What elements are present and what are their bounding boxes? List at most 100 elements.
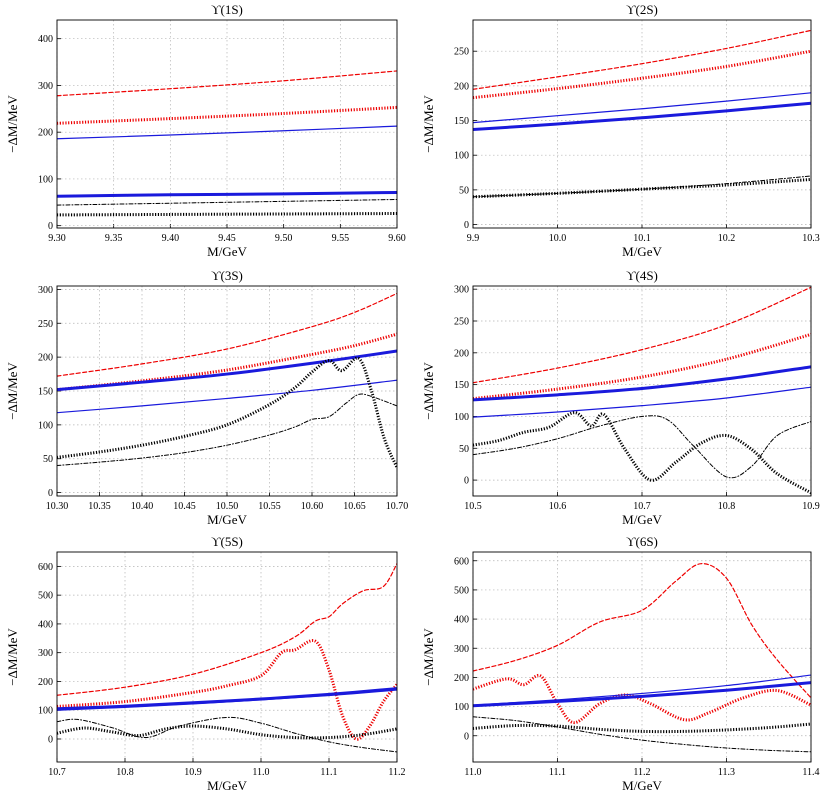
x-tick-label: 11.4 <box>802 767 819 778</box>
x-tick-label: 9.50 <box>275 233 293 244</box>
x-tick-label: 9.30 <box>48 233 66 244</box>
y-axis-label: −ΔM/MeV <box>421 95 436 153</box>
series-blue-thick <box>473 365 811 402</box>
chart-title: ϒ(4S) <box>626 268 658 283</box>
y-tick-label: 400 <box>38 34 53 45</box>
x-tick-label: 11.1 <box>320 767 337 778</box>
y-tick-label: 300 <box>454 285 469 296</box>
y-tick-label: 200 <box>38 128 53 139</box>
y-tick-label: 50 <box>459 444 469 455</box>
chart-title: ϒ(6S) <box>626 534 658 549</box>
y-tick-label: 300 <box>38 285 53 296</box>
x-tick-label: 10.65 <box>343 501 366 512</box>
x-tick-label: 9.45 <box>218 233 236 244</box>
y-tick-label: 50 <box>43 454 53 465</box>
y-tick-label: 100 <box>38 706 53 717</box>
plot-frame <box>56 551 398 763</box>
x-tick-label: 10.8 <box>718 501 736 512</box>
plot-frame <box>472 551 812 763</box>
plot-frame <box>56 285 398 497</box>
y-tick-label: 600 <box>38 562 53 573</box>
x-tick-label: 10.45 <box>173 501 196 512</box>
x-tick-label: 10.60 <box>301 501 324 512</box>
x-tick-label: 10.70 <box>386 501 409 512</box>
series-blue-thin <box>57 379 397 414</box>
series-red-dashed <box>57 292 397 377</box>
y-axis-label: −ΔM/MeV <box>5 95 20 153</box>
series-black-thick <box>473 177 811 199</box>
series-blue-thick <box>57 687 397 711</box>
x-tick-label: 11.0 <box>252 767 269 778</box>
series-black-thick <box>57 356 397 469</box>
x-tick-label: 11.1 <box>549 767 566 778</box>
x-axis-label: M/GeV <box>207 778 247 793</box>
series-red-thick <box>57 639 397 741</box>
x-tick-label: 10.9 <box>802 501 820 512</box>
series-blue-thick <box>473 101 811 132</box>
y-axis-label: −ΔM/MeV <box>421 628 436 686</box>
x-tick-label: 10.30 <box>46 501 69 512</box>
series-blue-thin <box>473 386 811 418</box>
panel-5: 10.7 10.8 10.9 11.0 11.1 11.2 0 100 200 300 400 500… <box>5 534 406 793</box>
y-tick-label: 300 <box>454 644 469 655</box>
y-tick-label: 100 <box>38 174 53 185</box>
y-tick-label: 100 <box>454 151 469 162</box>
series-red-dashed <box>473 563 811 699</box>
x-tick-label: 11.3 <box>718 767 735 778</box>
panel-4: 10.5 10.6 10.7 10.8 10.9 0 50 100 150 200 250 300 ϒ(… <box>421 268 820 527</box>
x-tick-label: 10.55 <box>258 501 281 512</box>
series-red-thick <box>473 49 811 100</box>
y-tick-label: 200 <box>38 353 53 364</box>
panel-6: 11.0 11.1 11.2 11.3 11.4 0 100 200 300 400 500 600 ϒ… <box>421 534 820 793</box>
y-tick-label: 100 <box>38 420 53 431</box>
y-tick-label: 150 <box>38 387 53 398</box>
x-tick-label: 10.5 <box>464 501 482 512</box>
y-tick-label: 0 <box>464 220 469 231</box>
y-tick-label: 0 <box>464 731 469 742</box>
y-tick-label: 400 <box>454 615 469 626</box>
x-axis-label: M/GeV <box>622 778 662 793</box>
series-red-thick <box>473 673 811 725</box>
series-group <box>473 563 811 753</box>
plot-frame <box>472 285 812 497</box>
series-group <box>57 562 397 753</box>
chart-title: ϒ(5S) <box>211 534 243 549</box>
y-tick-label: 400 <box>38 619 53 630</box>
x-axis-label: M/GeV <box>622 512 662 527</box>
x-tick-label: 11.2 <box>633 767 650 778</box>
chart-title: ϒ(2S) <box>626 2 658 17</box>
x-tick-label: 10.0 <box>549 233 567 244</box>
x-tick-label: 9.60 <box>388 233 406 244</box>
y-axis-label: −ΔM/MeV <box>421 362 436 420</box>
y-tick-label: 50 <box>459 185 469 196</box>
series-black-thick <box>473 411 811 495</box>
panel-1: 9.30 9.35 9.40 9.45 9.50 9.55 9.60 0 100 200 300 40… <box>5 2 406 259</box>
series-black-dashdot <box>57 716 397 753</box>
series-red-dashed <box>473 29 811 90</box>
x-tick-label: 9.40 <box>162 233 180 244</box>
y-tick-label: 600 <box>454 556 469 567</box>
x-tick-label: 10.6 <box>549 501 567 512</box>
x-axis-label: M/GeV <box>207 244 247 259</box>
x-axis-label: M/GeV <box>207 512 247 527</box>
y-tick-label: 250 <box>454 47 469 58</box>
y-tick-label: 150 <box>454 116 469 127</box>
series-blue-thin <box>57 125 397 140</box>
series-black-thick <box>57 724 397 740</box>
chart-title: ϒ(3S) <box>211 268 243 283</box>
y-tick-label: 0 <box>464 476 469 487</box>
series-red-thick <box>473 332 811 401</box>
x-tick-label: 10.7 <box>48 767 66 778</box>
panel-2: 9.9 10.0 10.1 10.2 10.3 0 50 100 150 200 250 ϒ(2S) M… <box>421 2 820 259</box>
y-tick-label: 250 <box>454 317 469 328</box>
series-black-thick <box>473 722 811 734</box>
y-tick-label: 300 <box>38 81 53 92</box>
series-blue-thin <box>57 689 397 711</box>
series-blue-thick <box>473 681 811 708</box>
y-tick-label: 500 <box>454 585 469 596</box>
y-tick-label: 100 <box>454 702 469 713</box>
series-red-dashed <box>57 70 397 97</box>
y-tick-label: 0 <box>48 734 53 745</box>
series-group <box>57 292 397 469</box>
